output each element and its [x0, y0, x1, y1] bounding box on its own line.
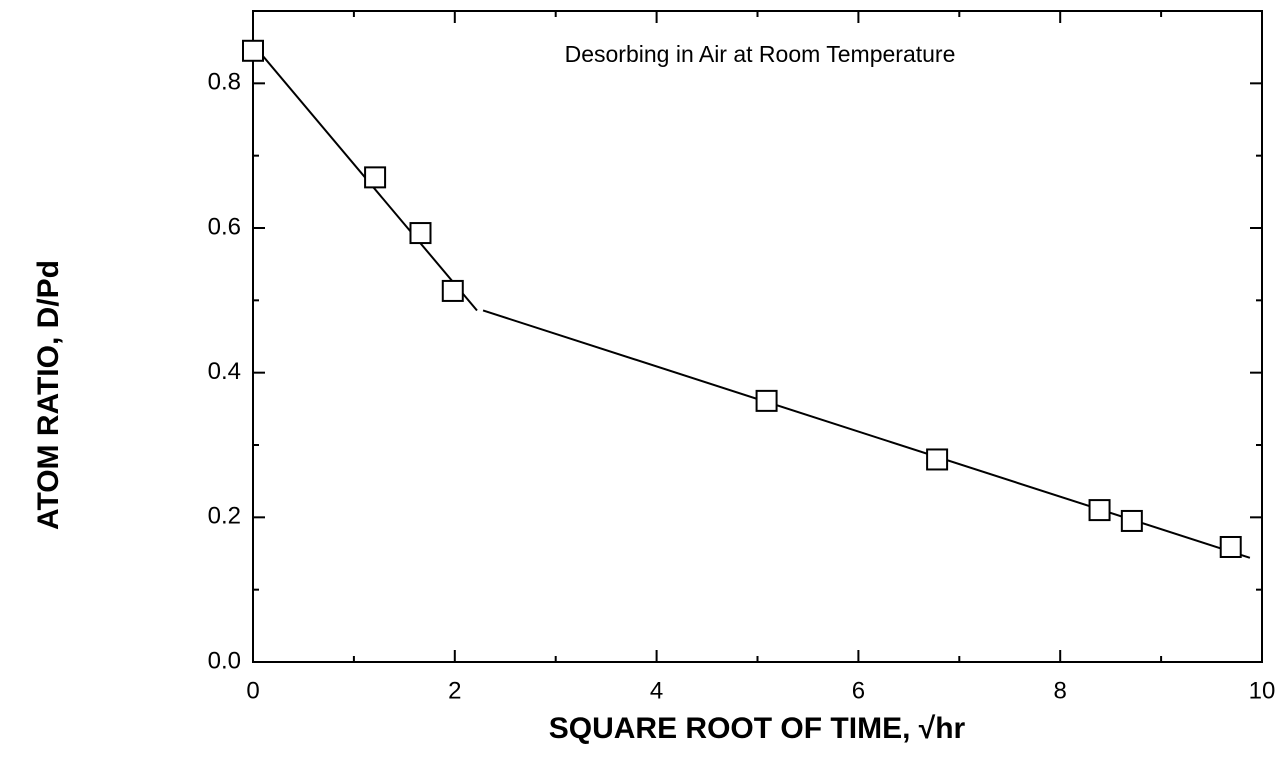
y-tick-label: 0.8	[208, 69, 241, 96]
data-point	[364, 166, 387, 189]
data-point	[242, 39, 264, 62]
data-point	[1219, 535, 1242, 558]
y-tick-label: 0.2	[208, 503, 241, 530]
x-tick-label: 2	[448, 677, 461, 704]
data-point	[409, 222, 432, 245]
data-point	[441, 279, 464, 302]
data-point	[1088, 499, 1111, 522]
y-axis-title: ATOM RATIO, D/Pd	[32, 260, 65, 530]
x-tick-label: 4	[650, 677, 663, 704]
x-axis-title: SQUARE ROOT OF TIME, √hr	[549, 712, 966, 745]
data-point	[1120, 509, 1143, 532]
x-tick-label: 10	[1249, 677, 1276, 704]
y-tick-label: 0.0	[208, 647, 241, 674]
data-point	[926, 448, 949, 471]
x-tick-label: 8	[1054, 677, 1067, 704]
x-tick-label: 0	[246, 677, 259, 704]
annotation: Desorbing in Air at Room Temperature	[565, 41, 956, 67]
y-tick-label: 0.6	[208, 213, 241, 240]
x-tick-label: 6	[852, 677, 865, 704]
data-point	[755, 389, 778, 412]
plot-frame	[252, 10, 1263, 663]
y-tick-label: 0.4	[208, 358, 241, 385]
